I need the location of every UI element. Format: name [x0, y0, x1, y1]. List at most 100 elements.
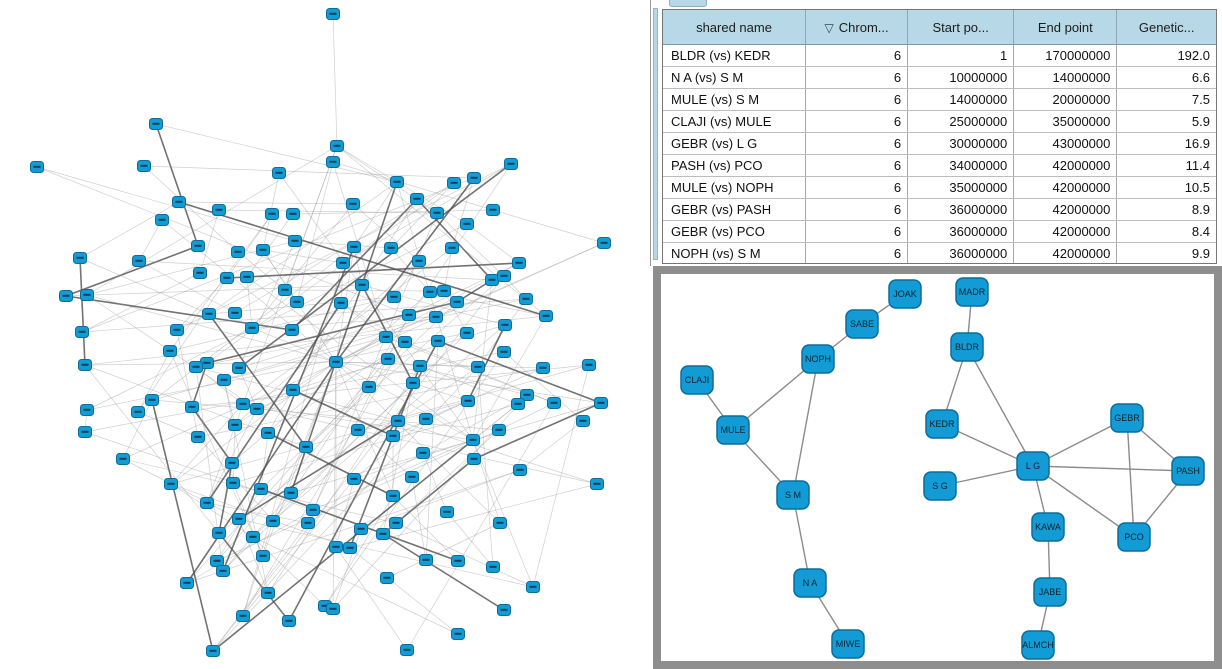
- network-edge[interactable]: [138, 260, 493, 281]
- network-edge[interactable]: [435, 242, 605, 318]
- table-cell[interactable]: GEBR (vs) PCO: [663, 220, 807, 243]
- network-node[interactable]: [680, 365, 714, 395]
- table-cell[interactable]: 5.9: [1116, 110, 1216, 133]
- network-edge[interactable]: [218, 462, 233, 534]
- table-cell[interactable]: GEBR (vs) PASH: [663, 198, 807, 221]
- network-edge[interactable]: [256, 358, 389, 410]
- network-edge[interactable]: [437, 340, 602, 404]
- network-edge[interactable]: [472, 439, 534, 588]
- table-cell[interactable]: 42000000: [1013, 220, 1118, 243]
- network-edge[interactable]: [467, 324, 506, 402]
- network-edge[interactable]: [242, 403, 598, 485]
- network-edge[interactable]: [519, 420, 584, 471]
- network-edge[interactable]: [242, 341, 406, 617]
- network-edge[interactable]: [477, 366, 494, 568]
- network-edge[interactable]: [251, 327, 337, 363]
- network-edge[interactable]: [86, 145, 338, 296]
- network-edge[interactable]: [36, 166, 296, 242]
- table-cell[interactable]: 42000000: [1013, 154, 1118, 177]
- network-edge[interactable]: [138, 219, 163, 262]
- network-edge[interactable]: [170, 400, 469, 485]
- network-edge[interactable]: [332, 528, 362, 610]
- network-edge[interactable]: [332, 161, 494, 211]
- network-edge[interactable]: [466, 223, 520, 264]
- table-row[interactable]: N A (vs) S M 6 10000000 14000000 6.6: [663, 66, 1216, 89]
- network-edge[interactable]: [353, 439, 474, 480]
- network-edge[interactable]: [212, 522, 309, 652]
- table-cell[interactable]: 6: [805, 176, 909, 199]
- network-edge[interactable]: [284, 145, 338, 291]
- network-edge[interactable]: [393, 260, 420, 298]
- table-cell[interactable]: 6: [805, 66, 909, 89]
- network-edge[interactable]: [186, 361, 337, 584]
- network-edge[interactable]: [81, 272, 201, 333]
- network-edge[interactable]: [137, 350, 171, 413]
- network-edge[interactable]: [451, 177, 475, 249]
- network-edge[interactable]: [234, 260, 420, 426]
- table-cell[interactable]: 42000000: [1013, 198, 1118, 221]
- network-edge[interactable]: [422, 394, 528, 454]
- network-edge[interactable]: [443, 290, 468, 334]
- network-edge[interactable]: [191, 406, 233, 464]
- network-edge[interactable]: [307, 452, 424, 524]
- network-node[interactable]: [831, 629, 865, 659]
- network-edge[interactable]: [218, 209, 438, 214]
- table-cell[interactable]: 6: [805, 242, 909, 263]
- network-edge[interactable]: [332, 13, 338, 147]
- network-edge[interactable]: [272, 324, 506, 522]
- table-cell[interactable]: 6: [805, 132, 909, 155]
- network-edge[interactable]: [1126, 417, 1135, 538]
- network-node[interactable]: [1117, 522, 1151, 552]
- network-edge[interactable]: [151, 399, 214, 652]
- table-cell[interactable]: 43000000: [1013, 132, 1118, 155]
- table-cell[interactable]: 192.0: [1116, 44, 1216, 67]
- network-edge[interactable]: [252, 536, 326, 607]
- table-row[interactable]: PASH (vs) PCO 6 34000000 42000000 11.4: [663, 154, 1216, 177]
- table-cell[interactable]: 35000000: [1013, 110, 1118, 133]
- network-edge[interactable]: [246, 213, 294, 278]
- network-edge[interactable]: [137, 277, 228, 413]
- network-edge[interactable]: [169, 350, 264, 557]
- network-edge[interactable]: [336, 145, 547, 317]
- network-edge[interactable]: [86, 294, 337, 363]
- table-cell[interactable]: 10.5: [1116, 176, 1216, 199]
- table-cell[interactable]: 42000000: [1013, 176, 1118, 199]
- network-edge[interactable]: [84, 364, 290, 622]
- network-edge[interactable]: [178, 201, 547, 317]
- network-edge[interactable]: [411, 476, 427, 561]
- network-edge[interactable]: [425, 340, 439, 561]
- network-edge[interactable]: [238, 518, 534, 588]
- network-edge[interactable]: [332, 361, 337, 610]
- network-edge[interactable]: [498, 402, 555, 431]
- network-edge[interactable]: [335, 361, 479, 368]
- network-edge[interactable]: [292, 389, 394, 437]
- network-edge[interactable]: [335, 546, 408, 651]
- network-edge[interactable]: [340, 302, 387, 338]
- table-cell[interactable]: 6: [805, 110, 909, 133]
- network-edge[interactable]: [232, 482, 264, 557]
- network-edge[interactable]: [238, 420, 399, 520]
- network-edge[interactable]: [292, 198, 418, 391]
- network-edge[interactable]: [395, 429, 500, 524]
- network-node[interactable]: [1021, 630, 1055, 660]
- table-cell[interactable]: 14000000: [1013, 66, 1118, 89]
- network-edge[interactable]: [242, 403, 474, 441]
- network-edge[interactable]: [151, 399, 500, 431]
- network-edge[interactable]: [178, 201, 354, 205]
- column-header-start-point[interactable]: Start po...: [907, 10, 1015, 45]
- network-edge[interactable]: [191, 362, 208, 408]
- network-edge[interactable]: [397, 420, 598, 485]
- network-edge[interactable]: [472, 315, 547, 441]
- network-edge[interactable]: [216, 429, 500, 562]
- network-edge[interactable]: [143, 165, 239, 253]
- network-edge[interactable]: [206, 145, 338, 504]
- network-edge[interactable]: [252, 536, 459, 635]
- table-cell[interactable]: 35000000: [907, 176, 1015, 199]
- network-edge[interactable]: [335, 361, 602, 404]
- network-edge[interactable]: [397, 366, 479, 422]
- network-edge[interactable]: [477, 298, 527, 368]
- network-edge[interactable]: [966, 346, 1034, 467]
- network-edge[interactable]: [422, 452, 448, 513]
- network-edge[interactable]: [291, 198, 418, 331]
- network-edge[interactable]: [349, 365, 421, 549]
